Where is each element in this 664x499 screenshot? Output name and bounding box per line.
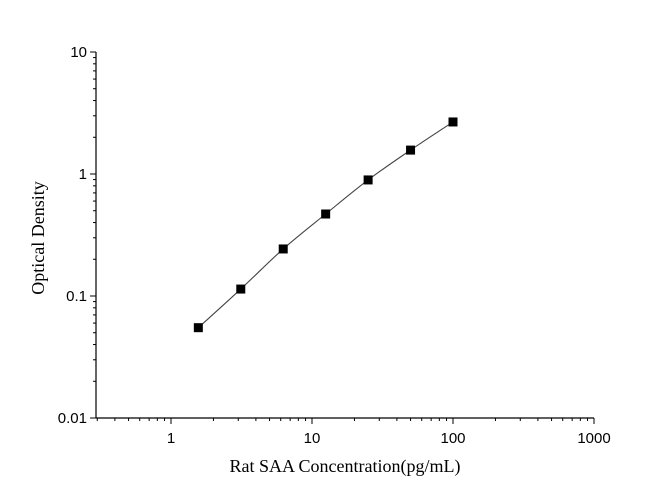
y-axis-label: Optical Density [28, 181, 48, 294]
data-point-marker [193, 323, 203, 333]
axes: 0.01 0.1 1 10 1 10 100 1000 [58, 44, 611, 447]
data-point-marker [278, 244, 288, 254]
y-tick-label: 0.01 [58, 410, 87, 427]
data-point-marker [363, 175, 373, 185]
data-point-marker [321, 209, 331, 219]
data-point-marker [236, 284, 246, 294]
y-tick-label: 1 [79, 166, 87, 183]
data-point-marker [448, 117, 458, 127]
y-tick-label: 10 [70, 44, 87, 61]
data-points [193, 117, 458, 333]
x-tick-label: 1000 [577, 430, 610, 447]
x-tick-label: 1 [167, 430, 175, 447]
x-tick-label: 10 [304, 430, 321, 447]
x-tick-label: 100 [440, 430, 465, 447]
x-axis-label: Rat SAA Concentration(pg/mL) [230, 456, 461, 477]
y-tick-label: 0.1 [66, 288, 87, 305]
data-point-marker [406, 145, 416, 155]
